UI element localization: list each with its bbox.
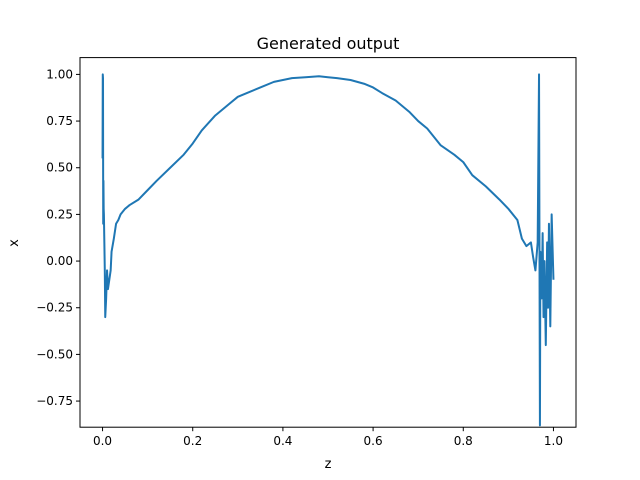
x-tick-label: 0.4 [273, 434, 292, 448]
x-tick-label: 1.0 [544, 434, 563, 448]
x-tick-label: 0.2 [183, 434, 202, 448]
y-tick-label: −0.50 [36, 347, 73, 361]
chart-title: Generated output [257, 34, 400, 53]
x-axis-label: z [325, 457, 332, 472]
y-tick-label: 1.00 [46, 67, 73, 81]
y-axis-ticks: −0.75 −0.50 −0.25 0.00 0.25 0.50 0.75 1.00 [36, 67, 80, 408]
y-tick-label: 0.25 [46, 207, 73, 221]
x-tick-label: 0.8 [454, 434, 473, 448]
y-tick-label: −0.25 [36, 301, 73, 315]
x-axis-ticks: 0.0 0.2 0.4 0.6 0.8 1.0 [93, 427, 563, 448]
data-line-layer [101, 73, 555, 427]
data-line [101, 73, 555, 427]
y-tick-label: −0.75 [36, 394, 73, 408]
axes-frame [79, 57, 577, 428]
y-tick-label: 0.50 [46, 161, 73, 175]
x-tick-label: 0.0 [93, 434, 112, 448]
y-tick-label: 0.75 [46, 114, 73, 128]
x-tick-label: 0.6 [364, 434, 383, 448]
y-axis-label: x [7, 239, 22, 247]
y-tick-label: 0.00 [46, 254, 73, 268]
plot-area: 0.0 0.2 0.4 0.6 0.8 1.0 −0.75 −0.50 −0.25 0.00 0.… [36, 57, 577, 448]
